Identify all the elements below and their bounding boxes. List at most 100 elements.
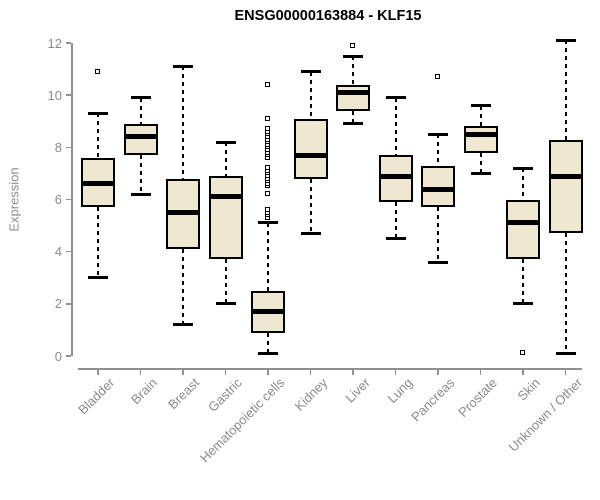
x-axis-line <box>78 368 582 370</box>
y-axis-tick-label: 4 <box>54 244 62 260</box>
median-brain <box>123 134 158 140</box>
lower-whisker-cap-liver <box>343 122 363 126</box>
upper-whisker-gastric <box>224 142 227 177</box>
upper-whisker-kidney <box>309 71 312 119</box>
upper-whisker-cap-liver <box>343 54 363 58</box>
lower-whisker-cap-breast <box>173 323 193 327</box>
y-axis-tick <box>66 146 71 149</box>
outlier-pancreas <box>435 73 440 79</box>
x-axis-tick <box>522 369 524 375</box>
median-gastric <box>208 194 243 200</box>
median-bladder <box>81 181 115 187</box>
x-axis-tick <box>352 369 354 375</box>
box-prostate <box>463 126 498 153</box>
lower-whisker-cap-skin <box>513 302 533 306</box>
x-axis-tick <box>437 369 439 375</box>
x-axis-category-label: Prostate <box>455 375 501 420</box>
upper-whisker-cap-prostate <box>470 104 491 108</box>
upper-whisker-cap-brain <box>130 96 151 100</box>
y-axis-tick <box>66 198 71 201</box>
lower-whisker-cap-kidney <box>300 231 321 235</box>
outlier-bladder <box>95 68 100 74</box>
upper-whisker-cap-kidney <box>300 70 321 74</box>
outlier-hematopoietic-cells <box>265 126 270 132</box>
x-axis-tick <box>309 369 312 375</box>
box-liver <box>336 84 370 111</box>
y-axis-tick <box>66 250 71 253</box>
lower-whisker-unknown-other <box>564 233 567 354</box>
x-axis-tick <box>97 369 99 375</box>
lower-whisker-cap-pancreas <box>428 260 448 264</box>
lower-whisker-skin <box>522 259 524 304</box>
x-axis-category-label: Brain <box>128 375 161 408</box>
upper-whisker-cap-pancreas <box>428 132 448 136</box>
upper-whisker-brain <box>139 97 142 124</box>
y-axis-tick-label: 8 <box>54 139 62 155</box>
upper-whisker-breast <box>182 66 184 179</box>
median-unknown-other <box>548 173 583 179</box>
y-axis-tick <box>66 94 71 96</box>
outlier-hematopoietic-cells <box>265 81 270 87</box>
outlier-hematopoietic-cells <box>265 191 270 197</box>
upper-whisker-pancreas <box>437 134 439 166</box>
lower-whisker-breast <box>182 249 184 325</box>
x-axis-category-label: Skin <box>514 375 543 404</box>
upper-whisker-cap-bladder <box>88 111 108 115</box>
box-brain <box>123 123 158 156</box>
y-axis-tick-label: 6 <box>54 192 62 207</box>
median-prostate <box>463 131 498 137</box>
x-axis-tick <box>182 369 184 375</box>
x-axis-category-label: Lung <box>384 375 416 407</box>
upper-whisker-skin <box>522 168 524 200</box>
x-axis-category-label: Unknown / Other <box>505 375 586 455</box>
x-axis-category-label: Liver <box>342 375 373 406</box>
y-axis-tick <box>66 303 71 305</box>
lower-whisker-cap-gastric <box>215 302 236 306</box>
box-skin <box>506 199 540 260</box>
median-hematopoietic-cells <box>251 309 285 315</box>
x-axis-tick <box>139 369 142 375</box>
box-kidney <box>293 118 328 179</box>
box-pancreas <box>421 165 455 208</box>
lower-whisker-prostate <box>479 152 482 174</box>
lower-whisker-cap-unknown-other <box>555 351 576 355</box>
box-unknown-other <box>548 139 583 234</box>
median-kidney <box>293 152 328 158</box>
lower-whisker-bladder <box>97 207 99 278</box>
upper-whisker-cap-unknown-other <box>555 38 576 42</box>
outlier-skin <box>520 350 525 356</box>
upper-whisker-cap-gastric <box>215 140 236 144</box>
x-axis-category-label: Gastric <box>205 375 246 415</box>
lower-whisker-lung <box>394 202 397 239</box>
upper-whisker-hematopoietic-cells <box>267 222 269 291</box>
x-axis-tick <box>267 369 269 375</box>
lower-whisker-gastric <box>224 259 227 304</box>
outlier-liver <box>350 42 355 48</box>
x-axis-tick <box>479 369 482 375</box>
x-axis-category-label: Kidney <box>291 375 331 414</box>
lower-whisker-kidney <box>309 178 312 234</box>
upper-whisker-cap-lung <box>385 96 406 100</box>
lower-whisker-cap-bladder <box>88 276 108 280</box>
chart-title: ENSG00000163884 - KLF15 <box>234 8 422 24</box>
x-axis-category-label: Hematopoietic cells <box>197 375 288 466</box>
x-axis-tick <box>394 369 397 375</box>
lower-whisker-pancreas <box>437 207 439 263</box>
x-axis-category-label: Breast <box>165 375 203 413</box>
lower-whisker-brain <box>139 155 142 195</box>
y-axis-tick-label: 2 <box>54 296 62 312</box>
y-axis-tick-label: 12 <box>47 35 62 51</box>
upper-whisker-cap-breast <box>173 64 193 68</box>
x-axis-tick <box>564 369 567 375</box>
upper-whisker-bladder <box>97 113 99 158</box>
y-axis-title: Expression <box>6 167 22 232</box>
upper-whisker-liver <box>352 56 354 85</box>
outlier-hematopoietic-cells <box>265 206 270 212</box>
x-axis-tick <box>224 369 227 375</box>
x-axis-category-label: Pancreas <box>408 375 458 425</box>
y-axis-tick <box>66 355 71 357</box>
median-skin <box>506 220 540 226</box>
lower-whisker-liver <box>352 110 354 124</box>
upper-whisker-unknown-other <box>564 40 567 140</box>
